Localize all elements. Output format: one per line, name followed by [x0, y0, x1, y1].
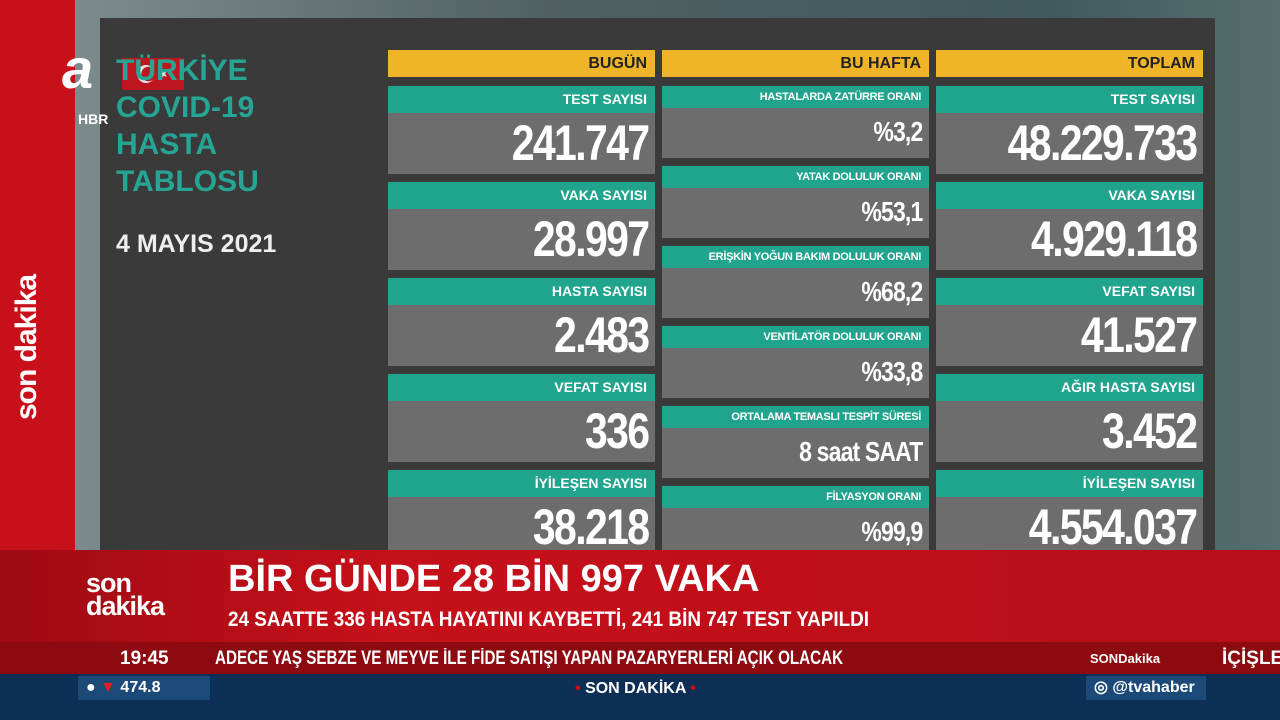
- column-0: BUGÜN TEST SAYISI 241.747 VAKA SAYISI 28.997…: [388, 50, 655, 558]
- stat-value: 48.229.733: [1007, 115, 1198, 171]
- stat-card: VENTİLATÖR DOLULUK ORANI %33,8: [662, 326, 929, 398]
- stat-label: İYİLEŞEN SAYISI: [936, 470, 1203, 497]
- title-line: TABLOSU: [116, 165, 259, 198]
- index-icon: ●: [86, 679, 96, 696]
- stat-card: FİLYASYON ORANI %99,9: [662, 486, 929, 558]
- column-header: TOPLAM: [936, 50, 1203, 77]
- stat-label: VEFAT SAYISI: [388, 374, 655, 401]
- turkish-flag-icon: [122, 58, 184, 90]
- stat-label: VENTİLATÖR DOLULUK ORANI: [662, 326, 929, 348]
- stat-card: VEFAT SAYISI 41.527: [936, 278, 1203, 366]
- bullet-icon: •: [575, 680, 581, 697]
- stat-value: 41.527: [1080, 307, 1198, 363]
- headline: BİR GÜNDE 28 BİN 997 VAKA: [228, 558, 760, 600]
- stat-card: AĞIR HASTA SAYISI 3.452: [936, 374, 1203, 462]
- stat-value: 3.452: [1102, 403, 1198, 459]
- stat-label: FİLYASYON ORANI: [662, 486, 929, 508]
- column-2: TOPLAM TEST SAYISI 48.229.733 VAKA SAYISI 4.…: [936, 50, 1203, 558]
- stat-card: VAKA SAYISI 4.929.118: [936, 182, 1203, 270]
- title-line: HASTA: [116, 128, 218, 161]
- stat-card: İYİLEŞEN SAYISI 4.554.037: [936, 470, 1203, 558]
- stat-value: 4.929.118: [1031, 211, 1198, 267]
- bottom-center-label: SON DAKİKA: [585, 680, 686, 697]
- stat-label: İYİLEŞEN SAYISI: [388, 470, 655, 497]
- subheadline: 24 SAATTE 336 HASTA HAYATINI KAYBETTİ, 2…: [228, 608, 870, 631]
- down-arrow-icon: ▼: [100, 679, 116, 696]
- logo-top: son: [86, 568, 132, 598]
- stat-label: ERİŞKİN YOĞUN BAKIM DOLULUK ORANI: [662, 246, 929, 268]
- stat-value: 8 saat SAAT: [799, 436, 923, 467]
- son-dakika-logo: son dakika: [86, 568, 165, 621]
- ticker-time: 19:45: [120, 648, 169, 669]
- stat-value: 4.554.037: [1028, 499, 1198, 555]
- stat-value: 38.218: [532, 499, 650, 555]
- stat-value: %33,8: [861, 356, 923, 387]
- title-line: TÜRKİYE: [116, 54, 248, 87]
- stat-label: HASTA SAYISI: [388, 278, 655, 305]
- index-value: 474.8: [120, 679, 161, 696]
- left-red-strip: son dakika: [0, 0, 75, 560]
- stat-value: %68,2: [861, 276, 923, 307]
- vertical-label: son dakika: [10, 274, 43, 420]
- stat-value: 336: [584, 403, 650, 459]
- stat-card: YATAK DOLULUK ORANI %53,1: [662, 166, 929, 238]
- stat-card: ORTALAMA TEMASLI TESPİT SÜRESİ 8 saat SAA…: [662, 406, 929, 478]
- stat-value: %53,1: [861, 196, 923, 227]
- logo-sub: HBR: [78, 111, 109, 127]
- board-title: TÜRKİYE COVID-19 HASTA TABLOSU: [116, 52, 259, 200]
- stat-card: HASTA SAYISI 2.483: [388, 278, 655, 366]
- stat-value: 28.997: [532, 211, 650, 267]
- title-line: COVID-19: [116, 91, 255, 124]
- ticker-next: İÇİŞLE: [1222, 648, 1280, 669]
- social-handle: ◎ @tvahaber: [1086, 676, 1206, 700]
- logo-letter: a: [62, 37, 94, 100]
- stat-label: ORTALAMA TEMASLI TESPİT SÜRESİ: [662, 406, 929, 428]
- ticker-tag: SONDakika: [1090, 651, 1161, 666]
- logo-bottom: dakika: [86, 591, 165, 621]
- news-banner: [0, 550, 1280, 642]
- stat-label: TEST SAYISI: [936, 86, 1203, 113]
- market-index: ● ▼ 474.8: [78, 676, 210, 700]
- instagram-icon: ◎: [1094, 679, 1108, 696]
- column-header: BU HAFTA: [662, 50, 929, 77]
- stat-label: VAKA SAYISI: [936, 182, 1203, 209]
- board-date: 4 MAYIS 2021: [116, 230, 277, 258]
- channel-logo: a HBR: [62, 41, 108, 128]
- bullet-icon: •: [690, 680, 696, 697]
- stat-label: TEST SAYISI: [388, 86, 655, 113]
- stat-card: VAKA SAYISI 28.997: [388, 182, 655, 270]
- stat-label: YATAK DOLULUK ORANI: [662, 166, 929, 188]
- column-1: BU HAFTA HASTALARDA ZATÜRRE ORANI %3,2 YATA…: [662, 50, 929, 558]
- ticker-text: ADECE YAŞ SEBZE VE MEYVE İLE FİDE SATIŞI…: [215, 648, 844, 669]
- stat-value: %3,2: [873, 116, 923, 147]
- bottom-center: • SON DAKİKA •: [575, 680, 696, 698]
- stat-card: TEST SAYISI 241.747: [388, 86, 655, 174]
- stat-value: 241.747: [511, 115, 650, 171]
- stat-card: HASTALARDA ZATÜRRE ORANI %3,2: [662, 86, 929, 158]
- news-ticker: 19:45 ADECE YAŞ SEBZE VE MEYVE İLE FİDE …: [0, 642, 1280, 674]
- stat-label: VAKA SAYISI: [388, 182, 655, 209]
- stat-card: VEFAT SAYISI 336: [388, 374, 655, 462]
- stat-card: TEST SAYISI 48.229.733: [936, 86, 1203, 174]
- stat-value: %99,9: [861, 516, 923, 547]
- stat-card: ERİŞKİN YOĞUN BAKIM DOLULUK ORANI %68,2: [662, 246, 929, 318]
- bottom-bar: ● ▼ 474.8 • SON DAKİKA • ◎ @tvahaber: [0, 674, 1280, 720]
- stat-label: VEFAT SAYISI: [936, 278, 1203, 305]
- stat-label: HASTALARDA ZATÜRRE ORANI: [662, 86, 929, 108]
- social-text: @tvahaber: [1112, 679, 1195, 696]
- stat-label: AĞIR HASTA SAYISI: [936, 374, 1203, 401]
- stat-value: 2.483: [554, 307, 650, 363]
- stat-card: İYİLEŞEN SAYISI 38.218: [388, 470, 655, 558]
- column-header: BUGÜN: [388, 50, 655, 77]
